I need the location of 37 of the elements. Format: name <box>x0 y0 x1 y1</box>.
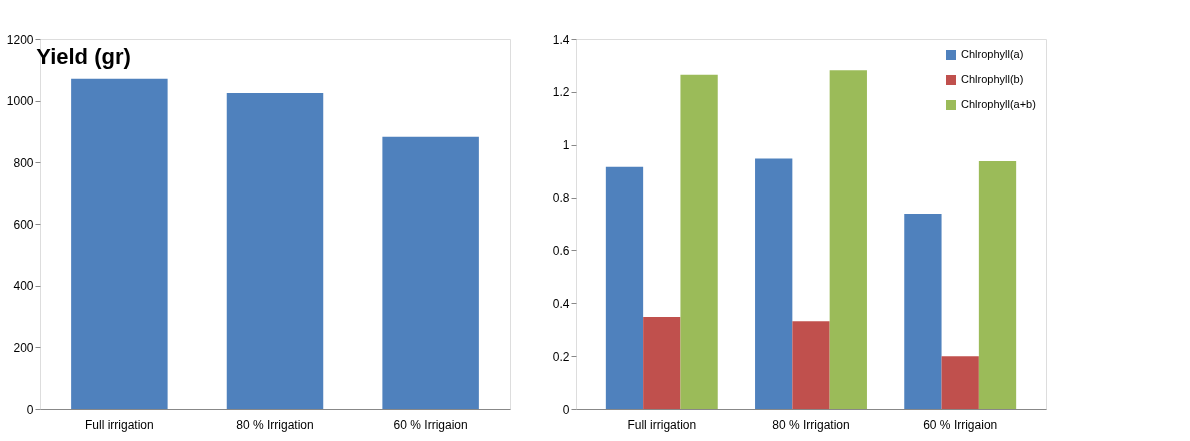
bar <box>605 166 644 409</box>
y-tick-label: 1.2 <box>552 85 570 100</box>
y-tick-label: 1.4 <box>552 32 570 47</box>
x-tick-label: 60 % Irrigaion <box>393 417 468 432</box>
y-tick-label: 0 <box>562 402 570 417</box>
y-tick-label: 0.4 <box>552 296 570 311</box>
bar <box>792 321 830 409</box>
legend-label: Chlrophyll(a+b) <box>961 98 1036 110</box>
x-tick-label: 60 % Irrigaion <box>923 417 998 432</box>
legend-label: Chlrophyll(a) <box>961 48 1024 60</box>
bar <box>680 74 718 409</box>
y-tick-label: 0 <box>26 402 34 417</box>
x-tick-label: 80 % Irrigation <box>236 417 314 432</box>
y-tick-label: 0.8 <box>552 191 570 206</box>
bar <box>941 356 979 409</box>
y-tick-label: 1000 <box>6 94 34 109</box>
x-tick-label: Full irrigation <box>85 417 154 432</box>
bar <box>382 136 479 409</box>
x-tick-label: 80 % Irrigation <box>772 417 850 432</box>
y-tick-label: 1 <box>562 138 570 153</box>
bar <box>226 92 324 409</box>
bar <box>978 161 1017 409</box>
bar <box>904 213 942 409</box>
y-tick-label: 200 <box>13 340 34 355</box>
y-tick-label: 1200 <box>6 32 34 47</box>
chart-title: Yield (gr) <box>36 44 131 69</box>
bar <box>71 78 168 409</box>
y-tick-label: 600 <box>13 217 34 232</box>
bar <box>755 158 793 409</box>
y-tick-label: 0.2 <box>552 349 570 364</box>
y-tick-label: 800 <box>13 155 34 170</box>
legend-label: Chlrophyll(b) <box>961 73 1024 85</box>
y-tick-label: 400 <box>13 279 34 294</box>
bar <box>643 317 681 409</box>
y-tick-label: 0.6 <box>552 243 570 258</box>
bar <box>829 70 867 409</box>
x-tick-label: Full irrigation <box>627 417 697 432</box>
